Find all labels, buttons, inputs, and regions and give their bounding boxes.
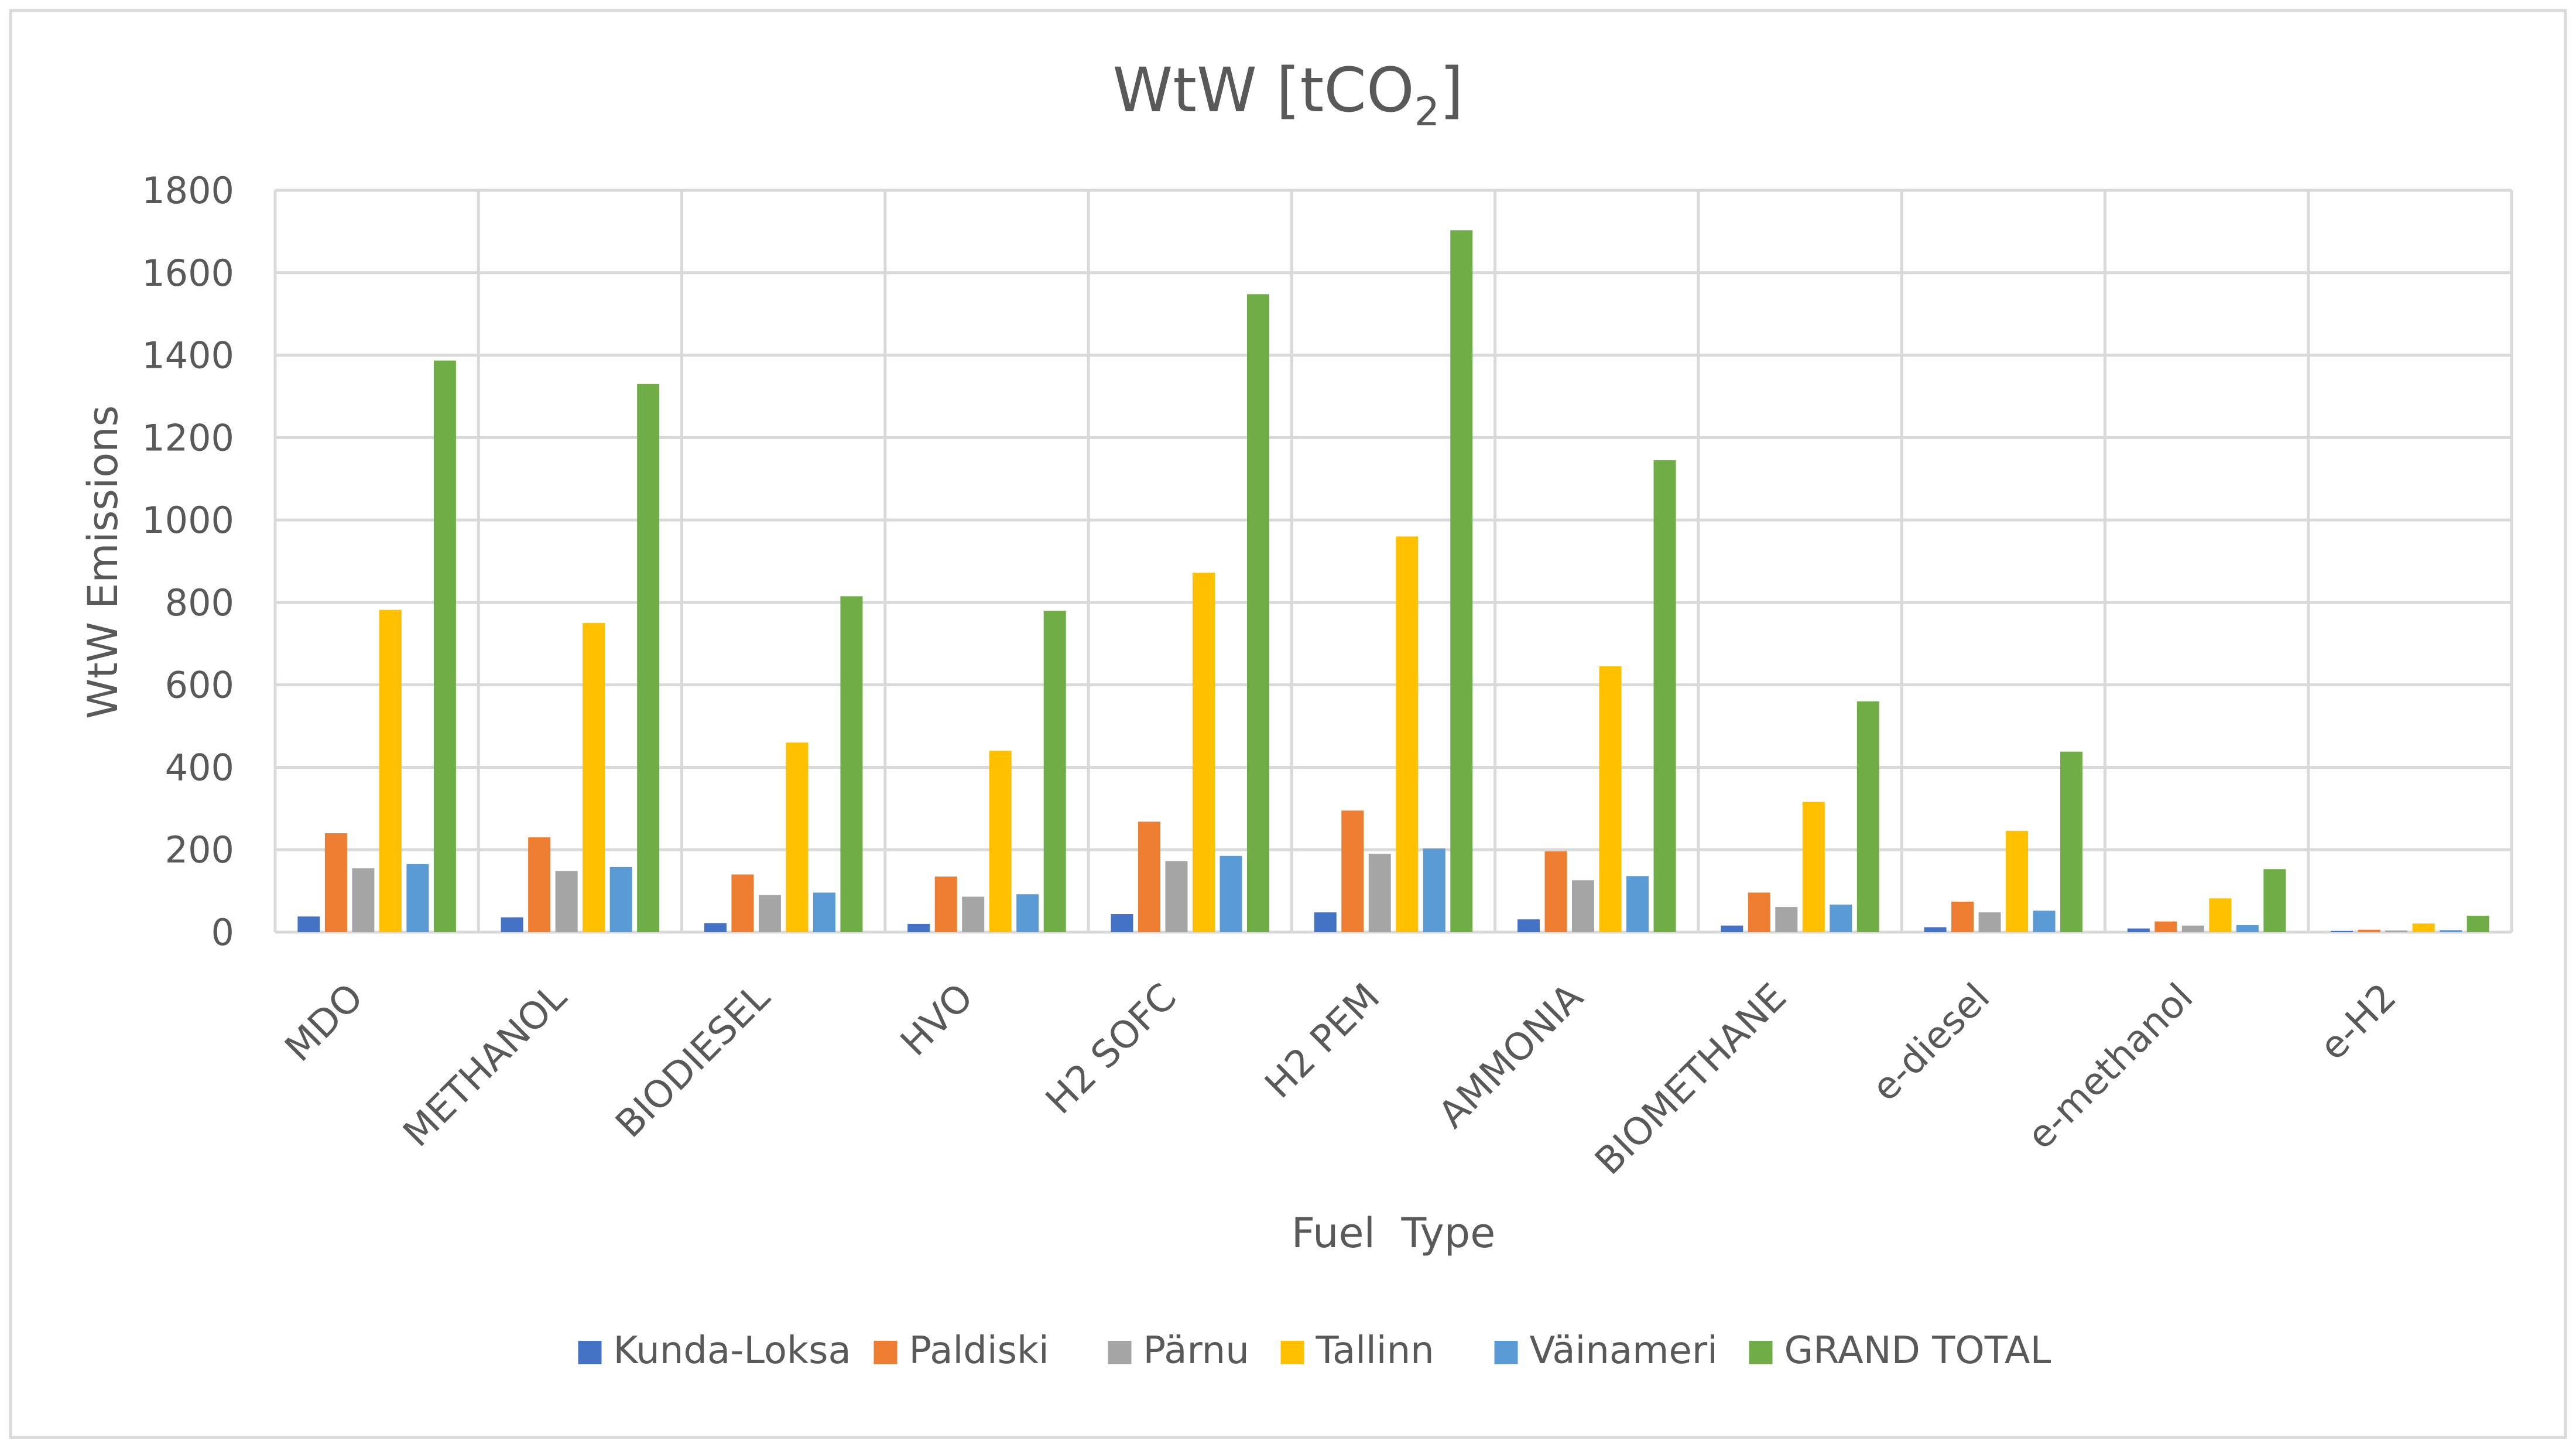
bar-v-inameri-h2-sofc xyxy=(1220,855,1242,932)
bar-kunda-loksa-mdo xyxy=(297,916,320,932)
bar-grand-total-mdo xyxy=(433,360,456,932)
bar-paldiski-mdo xyxy=(324,833,347,932)
y-tick-label: 1400 xyxy=(142,334,234,377)
bar-p-rnu-mdo xyxy=(352,868,375,932)
bar-tallinn-biomethane xyxy=(1802,802,1825,932)
bar-v-inameri-h2-pem xyxy=(1423,848,1445,932)
legend-label: Tallinn xyxy=(1316,1329,1434,1372)
bar-v-inameri-mdo xyxy=(406,864,429,932)
legend-label: Pärnu xyxy=(1143,1329,1249,1372)
y-tick-label: 0 xyxy=(211,911,234,954)
bar-grand-total-hvo xyxy=(1043,610,1066,932)
y-tick-label: 1000 xyxy=(142,499,234,542)
bar-paldiski-h2-sofc xyxy=(1138,821,1160,932)
legend-swatch xyxy=(578,1341,602,1364)
bar-grand-total-e-h2 xyxy=(2467,915,2489,932)
bar-v-inameri-biodiesel xyxy=(813,892,835,932)
bar-tallinn-h2-sofc xyxy=(1192,573,1215,932)
y-tick-label: 200 xyxy=(165,829,234,871)
bar-tallinn-e-methanol xyxy=(2209,898,2232,932)
bar-paldiski-h2-pem xyxy=(1341,810,1364,932)
legend-swatch xyxy=(1494,1341,1518,1364)
bar-v-inameri-methanol xyxy=(609,867,632,932)
bar-tallinn-h2-pem xyxy=(1396,536,1419,932)
bar-paldiski-e-methanol xyxy=(2154,921,2177,932)
chart-title: WtW [tCO2] xyxy=(1112,54,1463,135)
legend-swatch xyxy=(873,1341,898,1364)
y-tick-label: 1200 xyxy=(142,416,234,459)
bar-p-rnu-e-methanol xyxy=(2181,925,2204,932)
bar-grand-total-h2-sofc xyxy=(1246,294,1269,932)
bar-p-rnu-h2-pem xyxy=(1368,854,1391,932)
y-tick-label: 600 xyxy=(165,664,234,707)
bar-tallinn-e-h2 xyxy=(2412,923,2435,932)
bar-tallinn-methanol xyxy=(583,623,605,932)
y-axis-tick-labels: 0 200 400 600 800 1000 1200 1400 1600 1800 xyxy=(142,169,234,954)
bar-paldiski-e-diesel xyxy=(1951,901,1974,932)
bar-grand-total-methanol xyxy=(637,384,660,932)
bar-v-inameri-hvo xyxy=(1016,894,1039,932)
bar-v-inameri-e-methanol xyxy=(2236,925,2259,932)
bar-tallinn-ammonia xyxy=(1599,666,1622,932)
bar-grand-total-h2-pem xyxy=(1450,230,1473,932)
bar-kunda-loksa-h2-sofc xyxy=(1111,914,1133,932)
bars xyxy=(297,230,2489,932)
y-tick-label: 1800 xyxy=(142,169,234,212)
bar-kunda-loksa-e-methanol xyxy=(2127,928,2150,932)
legend: Kunda-Loksa Paldiski Pärnu Tallinn Väinameri… xyxy=(578,1329,2051,1372)
bar-paldiski-biomethane xyxy=(1748,892,1770,932)
bar-v-inameri-ammonia xyxy=(1626,876,1649,932)
bar-grand-total-biodiesel xyxy=(840,596,863,932)
bar-paldiski-e-h2 xyxy=(2358,929,2380,932)
bar-p-rnu-methanol xyxy=(555,871,578,932)
bar-kunda-loksa-e-h2 xyxy=(2331,930,2354,932)
bar-tallinn-biodiesel xyxy=(786,742,809,932)
bar-p-rnu-biomethane xyxy=(1775,907,1798,932)
bar-v-inameri-e-diesel xyxy=(2033,910,2056,932)
legend-label: Kunda-Loksa xyxy=(614,1329,851,1372)
bar-tallinn-mdo xyxy=(379,610,402,932)
bar-kunda-loksa-biomethane xyxy=(1721,925,1743,932)
bar-kunda-loksa-hvo xyxy=(907,923,930,932)
y-tick-label: 400 xyxy=(165,746,234,789)
legend-label: GRAND TOTAL xyxy=(1784,1329,2051,1372)
legend-swatch xyxy=(1749,1341,1773,1364)
bar-kunda-loksa-ammonia xyxy=(1517,919,1540,932)
bar-p-rnu-hvo xyxy=(962,896,985,932)
bar-paldiski-methanol xyxy=(528,837,551,932)
bar-v-inameri-e-h2 xyxy=(2440,930,2462,932)
y-tick-label: 800 xyxy=(165,581,234,624)
bar-kunda-loksa-h2-pem xyxy=(1314,912,1337,932)
bar-kunda-loksa-methanol xyxy=(501,917,523,932)
legend-label: Väinameri xyxy=(1530,1329,1718,1372)
bar-paldiski-ammonia xyxy=(1544,851,1567,932)
y-tick-label: 1600 xyxy=(142,252,234,295)
bar-p-rnu-ammonia xyxy=(1572,880,1595,932)
legend-swatch xyxy=(1280,1341,1304,1364)
legend-swatch xyxy=(1108,1341,1132,1364)
bar-grand-total-biomethane xyxy=(1856,701,1879,932)
bar-p-rnu-e-h2 xyxy=(2385,930,2408,932)
bar-grand-total-ammonia xyxy=(1653,460,1676,932)
x-axis-title: Fuel Type xyxy=(1292,1209,1496,1257)
bar-p-rnu-biodiesel xyxy=(758,895,781,932)
bar-grand-total-e-diesel xyxy=(2060,751,2083,932)
bar-tallinn-e-diesel xyxy=(2006,830,2029,932)
bar-p-rnu-e-diesel xyxy=(1978,912,2001,932)
bar-v-inameri-biomethane xyxy=(1830,904,1852,932)
bar-grand-total-e-methanol xyxy=(2263,869,2286,932)
bar-kunda-loksa-e-diesel xyxy=(1924,927,1947,932)
legend-label: Paldiski xyxy=(909,1329,1049,1372)
bar-paldiski-biodiesel xyxy=(731,874,754,932)
bar-p-rnu-h2-sofc xyxy=(1165,861,1188,932)
bar-tallinn-hvo xyxy=(989,751,1012,932)
bar-paldiski-hvo xyxy=(934,876,957,932)
y-axis-title: WtW Emissions xyxy=(79,405,127,719)
bar-kunda-loksa-biodiesel xyxy=(704,923,727,932)
